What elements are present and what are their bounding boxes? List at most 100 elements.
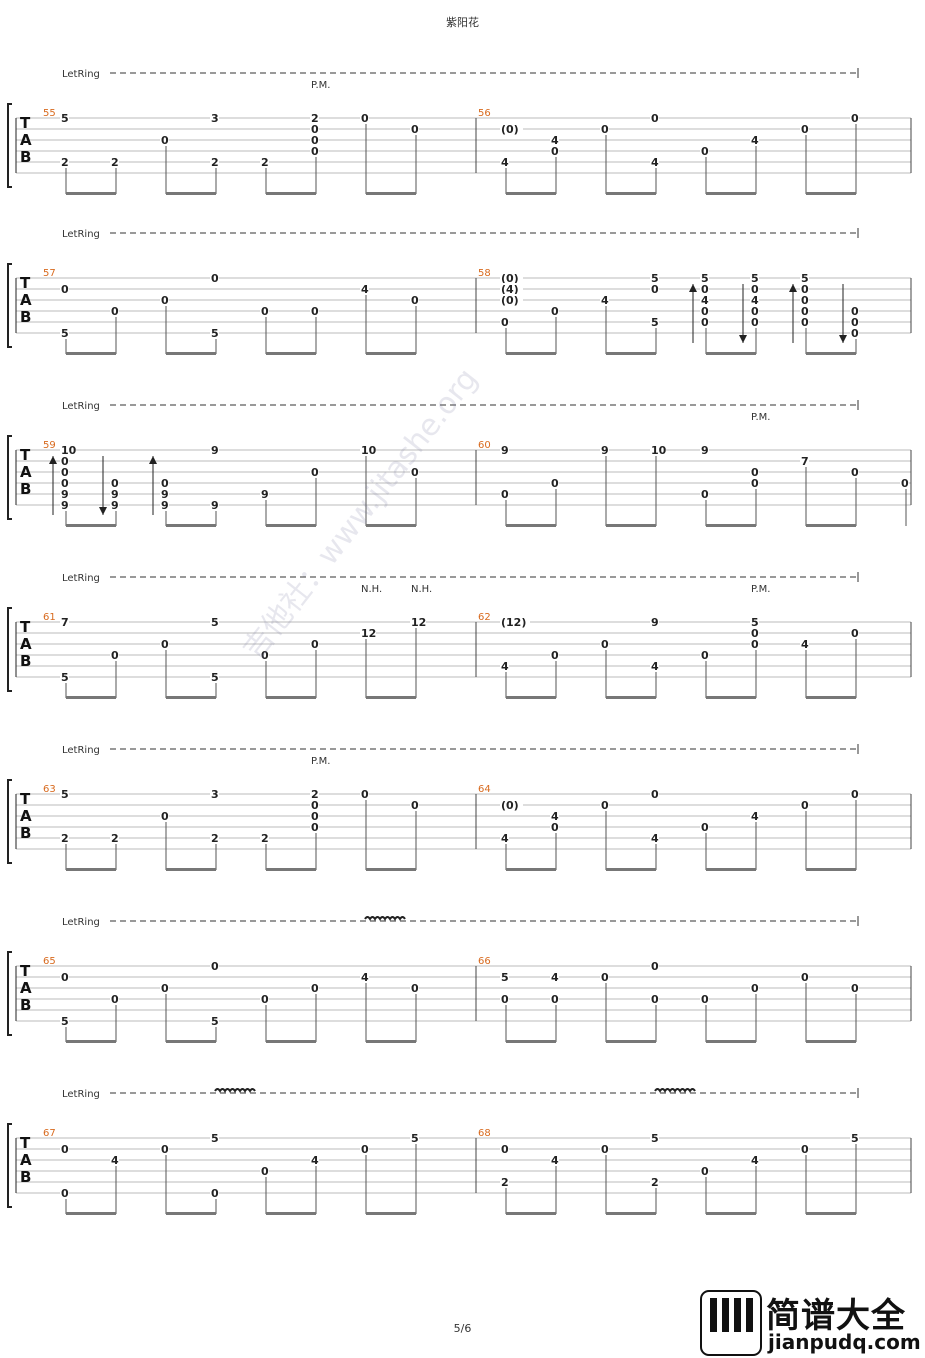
fret-bg [750, 134, 759, 145]
fret-number: 0 [601, 123, 609, 136]
fret-bg [310, 821, 319, 832]
fret-bg [500, 660, 509, 671]
fret-number: 0 [161, 477, 169, 490]
fret-number: 0 [701, 316, 709, 329]
note-beam [606, 1212, 656, 1215]
note-beam [166, 352, 216, 355]
fret-number: 0 [701, 821, 709, 834]
fret-bg [700, 1165, 709, 1176]
fret-bg [850, 112, 859, 123]
fret-number: 5 [651, 316, 659, 329]
note-beam [606, 1040, 656, 1043]
fret-number: 2 [261, 156, 269, 169]
fret-bg [110, 832, 119, 843]
fret-number: 0 [261, 649, 269, 662]
fret-bg [650, 1132, 659, 1143]
fret-number: 0 [211, 960, 219, 973]
fret-bg [210, 112, 219, 123]
fret-bg [850, 305, 859, 316]
fret-number: 7 [61, 616, 69, 629]
fret-number: 0 [651, 960, 659, 973]
fret-bg [550, 810, 559, 821]
fret-number: 2 [61, 832, 69, 845]
technique-mark: P.M. [311, 80, 330, 91]
fret-bg [60, 971, 69, 982]
fret-bg [700, 305, 709, 316]
fret-number: 0 [851, 982, 859, 995]
fret-bg [500, 993, 509, 1004]
fret-number: 9 [111, 499, 119, 512]
fret-number: 0 [161, 810, 169, 823]
fret-number: 0 [311, 821, 319, 834]
fret-number: 0 [361, 1143, 369, 1156]
fret-bg [210, 272, 219, 283]
strum-up-arrow-icon [689, 284, 697, 292]
fret-bg [60, 444, 76, 455]
tab-clef-letter: A [20, 1151, 32, 1169]
fret-bg [700, 145, 709, 156]
fret-bg [360, 971, 369, 982]
fret-number: 10 [361, 444, 377, 457]
fret-number: 0 [111, 305, 119, 318]
brand-logo: 简谱大全 jianpudq.com [700, 1288, 925, 1358]
fret-number: 4 [361, 283, 369, 296]
fret-number: 9 [211, 499, 219, 512]
fret-number: 0 [551, 145, 559, 158]
fret-number: 0 [411, 982, 419, 995]
fret-bg [310, 799, 319, 810]
fret-bg [310, 810, 319, 821]
fret-number: 3 [211, 788, 219, 801]
fret-bg [260, 488, 269, 499]
fret-number: 4 [551, 810, 559, 823]
tab-clef-letter: B [20, 308, 31, 326]
fret-number: 0 [311, 145, 319, 158]
measure-number: 62 [478, 612, 491, 623]
fret-bg [500, 316, 509, 327]
technique-mark: P.M. [311, 756, 330, 767]
measure-number: 57 [43, 268, 56, 279]
fret-number: 2 [211, 156, 219, 169]
strum-up-arrow-icon [49, 456, 57, 464]
fret-number: (0) [501, 294, 519, 307]
fret-number: 5 [61, 671, 69, 684]
fret-bg [650, 660, 659, 671]
fret-number: 4 [801, 638, 809, 651]
fret-number: 4 [651, 156, 659, 169]
fret-bg [60, 788, 69, 799]
fret-number: 2 [311, 112, 319, 125]
fret-number: 0 [61, 477, 69, 490]
note-beam [366, 192, 416, 195]
measure-number: 66 [478, 956, 491, 967]
fret-number: 4 [361, 971, 369, 984]
fret-number: 0 [311, 305, 319, 318]
fret-bg [210, 327, 219, 338]
let-ring-label: LetRing [62, 917, 100, 928]
fret-bg [160, 134, 169, 145]
tab-system: LetRing TAB 67 0 0 4 0 5 0 0 4 0 5 68 0 2 4 0 5 2 0 4 0 5 [7, 1088, 912, 1215]
fret-bg [500, 1176, 509, 1187]
note-beam [806, 192, 856, 195]
fret-number: 5 [61, 1015, 69, 1028]
fret-number: 0 [551, 305, 559, 318]
strum-up-arrow-icon [789, 284, 797, 292]
fret-number: 0 [851, 627, 859, 640]
fret-number: (4) [501, 283, 519, 296]
fret-number: 5 [651, 1132, 659, 1145]
fret-number: 0 [751, 982, 759, 995]
fret-bg [60, 327, 69, 338]
fret-number: 0 [801, 799, 809, 812]
fret-number: 9 [651, 616, 659, 629]
fret-bg [550, 134, 559, 145]
note-beam [266, 192, 316, 195]
fret-bg [600, 123, 609, 134]
fret-bg [310, 123, 319, 134]
fret-bg [110, 499, 119, 510]
strum-down-arrow-icon [99, 507, 107, 515]
page-number: 5/6 [453, 1322, 472, 1335]
fret-bg [210, 444, 219, 455]
fret-bg [210, 832, 219, 843]
fret-number: 9 [111, 488, 119, 501]
note-beam [166, 868, 216, 871]
fret-number: 5 [211, 327, 219, 340]
